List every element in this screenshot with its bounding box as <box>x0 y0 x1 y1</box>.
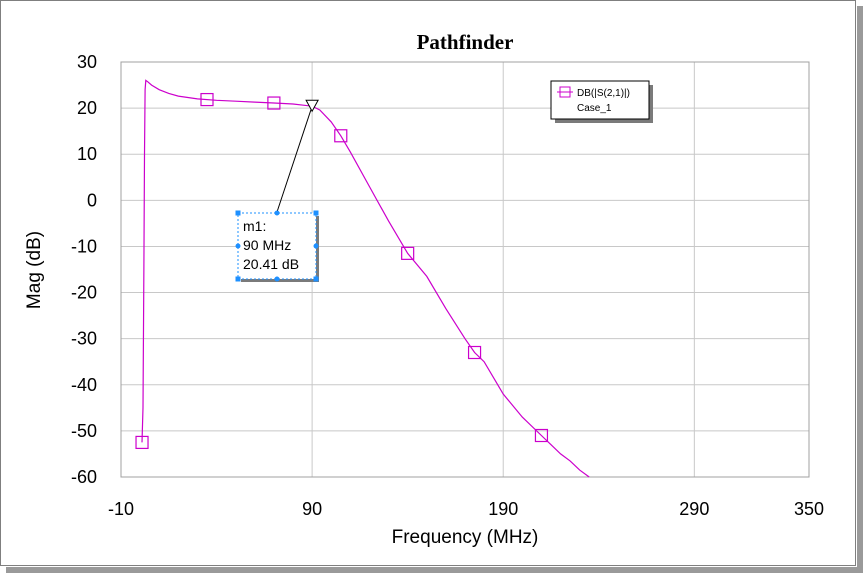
marker-m1[interactable]: m1: 90 MHz 20.41 dB <box>235 99 320 282</box>
y-tick-label-4: -10 <box>71 236 97 256</box>
y-tick-label-2: 10 <box>77 144 97 164</box>
x-tick-label-3: 290 <box>679 499 709 519</box>
series-point-marker-3 <box>334 129 348 143</box>
y-tick-label-9: -60 <box>71 467 97 487</box>
y-tick-label-6: -30 <box>71 329 97 349</box>
marker-x-value: 90 MHz <box>243 237 291 253</box>
x-tick-label-4: 350 <box>794 499 824 519</box>
window-shadow-right <box>857 6 863 572</box>
legend-square-icon <box>559 86 571 98</box>
x-tick-label-1: 90 <box>302 499 322 519</box>
marker-box-handles[interactable] <box>235 210 319 282</box>
legend-case-name: Case_1 <box>577 103 612 114</box>
y-tick-label-5: -20 <box>71 283 97 303</box>
legend-series-name: DB(|S(2,1)|) <box>577 88 630 99</box>
series-trace <box>141 79 590 478</box>
marker-handle-7[interactable] <box>313 276 319 282</box>
y-tick-label-3: 0 <box>87 190 97 210</box>
chart-title: Pathfinder <box>417 30 514 54</box>
marker-leader-line <box>276 106 313 213</box>
marker-handle-3[interactable] <box>235 243 241 249</box>
marker-box[interactable] <box>237 212 317 280</box>
series-point-marker-4 <box>401 246 415 260</box>
series-point-marker-0 <box>135 435 149 450</box>
marker-handle-5[interactable] <box>235 276 241 282</box>
plot-area <box>121 62 809 477</box>
y-axis-label: Mag (dB) <box>24 231 45 309</box>
y-tick-label-1: 20 <box>77 98 97 118</box>
marker-handle-2[interactable] <box>313 210 319 216</box>
marker-handle-6[interactable] <box>274 276 280 282</box>
y-tick-label-7: -40 <box>71 375 97 395</box>
marker-handle-0[interactable] <box>235 210 241 216</box>
series-line <box>141 79 590 478</box>
marker-triangle-icon[interactable] <box>305 99 319 113</box>
marker-name: m1: <box>243 218 266 234</box>
series-point-marker-6 <box>534 428 549 443</box>
x-tick-label-0: -10 <box>108 499 134 519</box>
series-point-marker-2 <box>267 96 281 110</box>
series-point-marker-1 <box>200 92 214 107</box>
plot-border <box>120 61 810 478</box>
marker-y-value: 20.41 dB <box>243 256 299 272</box>
window-shadow-bottom <box>6 567 863 573</box>
x-tick-label-2: 190 <box>488 499 518 519</box>
marker-handle-1[interactable] <box>274 210 280 216</box>
series-point-markers <box>135 92 549 450</box>
x-tick-labels: -10 90 190 290 350 <box>108 499 824 519</box>
series-point-marker-5 <box>467 345 482 360</box>
x-axis-label: Frequency (MHz) <box>392 527 539 548</box>
y-tick-label-8: -50 <box>71 421 97 441</box>
y-tick-label-0: 30 <box>77 52 97 72</box>
y-tick-labels: 30 20 10 0 -10 -20 -30 -40 -50 -60 <box>71 52 97 487</box>
marker-handle-4[interactable] <box>313 243 319 249</box>
legend[interactable]: DB(|S(2,1)|) Case_1 <box>550 80 653 123</box>
